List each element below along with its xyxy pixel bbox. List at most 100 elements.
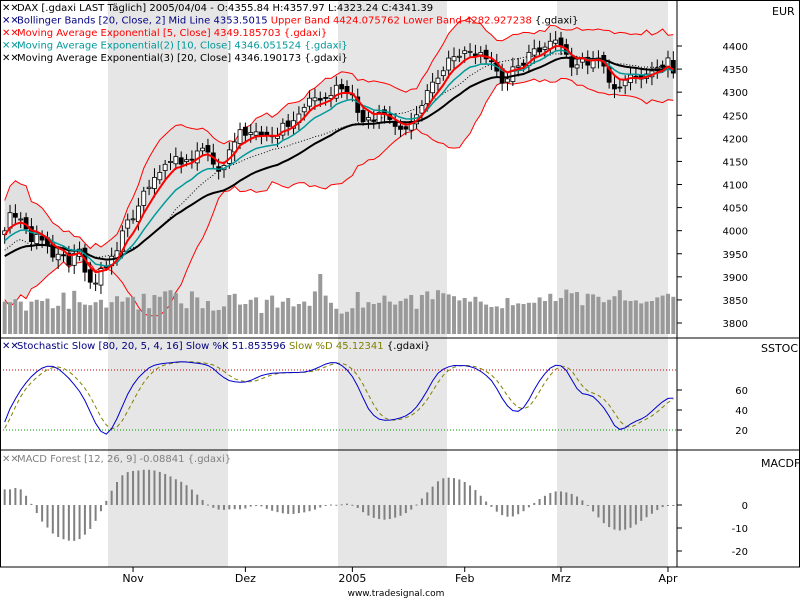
macd-bar [51, 505, 54, 534]
volume-bar [211, 310, 216, 334]
volume-bar [419, 295, 424, 334]
candle-body [553, 39, 559, 44]
volume-bar [409, 295, 414, 334]
macd-bar [94, 505, 97, 521]
macd-bar [233, 505, 236, 510]
candle-body [18, 218, 24, 221]
macd-bar [420, 498, 423, 505]
legend-entry: ✕✕MACD Forest [12, 26, 9] -0.08841 {.gda… [2, 454, 231, 465]
macd-bar [222, 505, 225, 510]
price-tick-label: 3850 [723, 296, 748, 307]
x-tick-label: Dez [235, 572, 256, 585]
candle-body [317, 98, 323, 101]
volume-bar [173, 293, 178, 334]
candle-body [301, 107, 307, 113]
volume-bar [542, 301, 547, 334]
volume-bar [93, 302, 98, 334]
macd-bar [105, 500, 108, 505]
macd-bar [244, 505, 247, 509]
volume-bar [307, 305, 312, 334]
volume-bar [163, 291, 168, 334]
candle-body [61, 254, 66, 257]
candle-body [510, 66, 516, 82]
candle-body [312, 97, 318, 102]
volume-bar [430, 299, 435, 334]
macd-bar [346, 503, 349, 505]
macd-bar [656, 505, 659, 511]
volume-bar [136, 309, 141, 334]
macd-bar [672, 505, 675, 506]
macd-bar [378, 505, 381, 520]
macd-bar [83, 505, 86, 535]
macd-bar [629, 505, 632, 528]
macd-bar [89, 505, 92, 529]
candle-body [55, 253, 61, 261]
macd-bar [185, 485, 188, 505]
legend-text: Stochastic Slow [80, 20, 5, 4, 16] Slow … [17, 341, 430, 352]
stochastic-panel[interactable] [0, 361, 676, 435]
volume-bar [355, 292, 360, 334]
macd-bar [533, 502, 536, 505]
candle-body [617, 86, 623, 89]
macd-panel[interactable] [3, 469, 675, 541]
volume-bar [580, 305, 585, 334]
candle-body [323, 97, 329, 99]
macd-bar [362, 505, 365, 513]
candle-body [670, 60, 676, 74]
volume-bar [157, 296, 162, 334]
volume-bar [441, 293, 446, 334]
macd-bar [495, 505, 498, 512]
candle-body [489, 60, 494, 63]
macd-bar [661, 505, 664, 508]
bollinger-mid-line [4, 53, 674, 258]
legend-text: Moving Average Exponential [5, Close] 43… [17, 28, 327, 39]
macd-bar [543, 495, 546, 505]
macd-bar [388, 505, 391, 520]
volume-bar [72, 290, 77, 334]
macd-bar [201, 499, 204, 505]
macd-bar [576, 496, 579, 505]
volume-bar [104, 307, 109, 334]
macd-bar [608, 505, 611, 528]
macd-bar [153, 470, 156, 505]
macd-bar [645, 505, 648, 518]
volume-bar [24, 310, 29, 334]
price-axis-title: EUR [772, 5, 795, 18]
volume-bar [473, 296, 478, 334]
volume-histogram [2, 274, 676, 334]
volume-bar [596, 296, 601, 334]
macd-bar [99, 505, 102, 512]
volume-bar [510, 305, 515, 334]
macd-bar [383, 505, 386, 520]
macd-bar [265, 505, 268, 509]
macd-bar [132, 470, 135, 505]
volume-bar [665, 293, 670, 334]
macd-bar [148, 469, 151, 505]
candle-body [339, 84, 345, 90]
watermark: www.tradesignal.com [348, 589, 445, 599]
volume-bar [205, 301, 210, 334]
volume-bar [141, 293, 146, 334]
series-toggle-icon: ✕✕ [2, 41, 19, 52]
volume-bar [109, 302, 114, 334]
volume-bar [371, 304, 376, 334]
price-panel[interactable] [2, 17, 676, 317]
candle-body [558, 37, 564, 47]
macd-bar [410, 505, 413, 510]
candle-body [200, 147, 205, 152]
macd-bar [640, 505, 643, 521]
volume-bar [366, 302, 371, 334]
volume-bar [345, 311, 350, 334]
macd-bar [110, 490, 113, 505]
macd-bar [46, 505, 49, 528]
volume-bar [120, 301, 125, 334]
candle-body [451, 56, 457, 62]
volume-bar [575, 292, 580, 334]
volume-bar [334, 308, 339, 334]
ema5-line [3, 45, 674, 274]
volume-bar [655, 297, 660, 334]
volume-bar [66, 308, 71, 334]
candle-body [622, 79, 628, 87]
volume-bar [558, 298, 563, 334]
candle-body [189, 158, 195, 161]
